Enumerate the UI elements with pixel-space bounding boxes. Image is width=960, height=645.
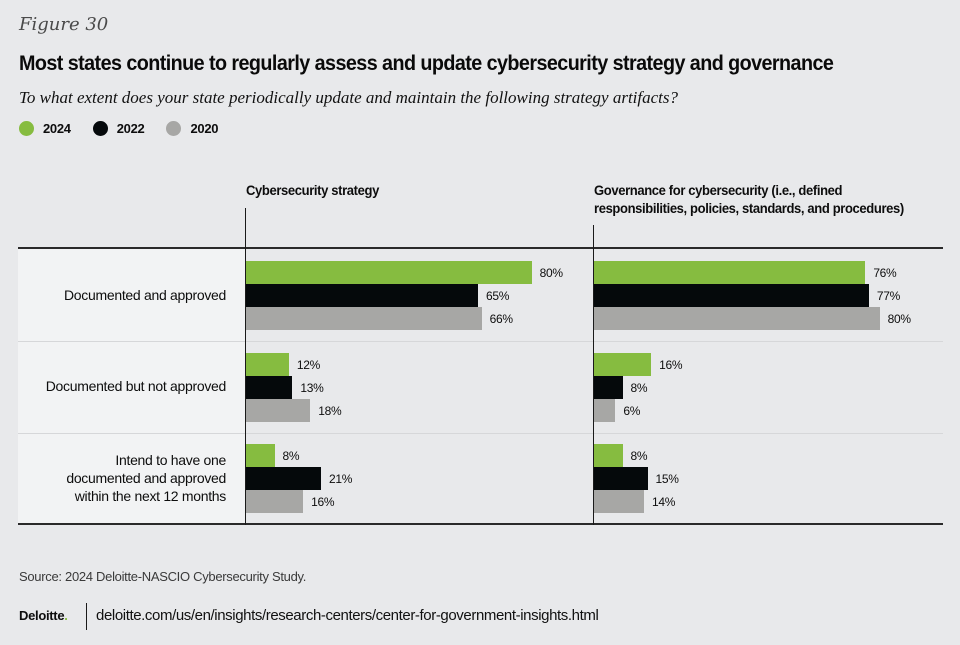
bar-2022 (246, 376, 293, 399)
legend-item-2022: 2022 (92, 121, 145, 136)
bar-2024 (594, 444, 623, 467)
value-label: 16% (311, 495, 335, 509)
table-top-rule (18, 247, 943, 249)
legend-item-2024: 2024 (19, 121, 71, 136)
category-label: Documented and approved (64, 286, 226, 304)
legend-label: 2022 (116, 121, 145, 136)
panel-title-line: Governance for cybersecurity (i.e., defi… (594, 182, 843, 198)
deloitte-logo: Deloitte. (19, 608, 68, 623)
legend-swatch-2020 (166, 121, 182, 136)
value-label: 16% (659, 358, 683, 372)
bar-2022 (594, 376, 623, 399)
value-label: 66% (489, 312, 513, 326)
bar-2020 (246, 490, 304, 513)
panel-title-line: Cybersecurity strategy (246, 182, 379, 198)
category-label-line: Documented and approved (64, 287, 226, 303)
value-label: 80% (887, 312, 911, 326)
category-label-column (18, 249, 245, 524)
value-label: 80% (539, 266, 563, 280)
legend-swatch-2022 (92, 121, 108, 136)
bar-2024 (594, 353, 652, 376)
footer-url-link[interactable]: deloitte.com/us/en/insights/research-cen… (96, 607, 599, 624)
value-label: 77% (876, 289, 900, 303)
table-bottom-rule (18, 523, 943, 525)
row-divider (18, 341, 943, 342)
value-label: 8% (630, 381, 648, 395)
category-label-line: documented and approved (66, 470, 226, 486)
bar-2024 (246, 353, 289, 376)
panel-title-strategy: Cybersecurity strategy (246, 181, 379, 199)
value-label: 15% (655, 472, 679, 486)
bar-2024 (246, 444, 275, 467)
value-label: 18% (318, 404, 342, 418)
figure-number: Figure 30 (19, 14, 109, 35)
chart-title: Most states continue to regularly assess… (19, 52, 834, 75)
legend: 2024 2022 2020 (19, 121, 240, 136)
value-label: 14% (651, 495, 676, 509)
legend-swatch-2024 (19, 121, 34, 136)
category-label-line: Intend to have one (115, 452, 226, 468)
bar-2020 (246, 399, 311, 422)
category-label-line: Documented but not approved (45, 378, 227, 394)
bar-2020 (594, 399, 616, 422)
bar-2020 (594, 307, 880, 330)
panel-title-governance: Governance for cybersecurity (i.e., defi… (594, 181, 904, 217)
logo-dot: . (64, 608, 68, 623)
bar-2022 (594, 467, 648, 490)
chart-subtitle: To what extent does your state periodica… (19, 88, 679, 107)
value-label: 65% (486, 289, 510, 303)
bar-2024 (594, 261, 866, 284)
value-label: 12% (296, 358, 320, 372)
category-label: Documented but not approved (45, 377, 227, 395)
value-label: 8% (630, 449, 648, 463)
bar-2022 (246, 467, 321, 490)
legend-label: 2024 (43, 121, 71, 136)
legend-item-2020: 2020 (166, 121, 219, 136)
bar-2024 (246, 261, 532, 284)
category-label: Intend to have one documented and approv… (66, 451, 226, 505)
bar-2022 (246, 284, 479, 307)
legend-label: 2020 (190, 121, 219, 136)
bar-2020 (594, 490, 644, 513)
footer-separator (86, 603, 87, 630)
value-label: 8% (282, 449, 300, 463)
axis-strategy (245, 208, 246, 525)
panel-title-line: responsibilities, policies, standards, a… (594, 200, 904, 216)
row-divider (18, 433, 943, 434)
category-label-line: within the next 12 months (74, 488, 227, 504)
bar-2020 (246, 307, 482, 330)
value-label: 21% (328, 472, 353, 486)
bar-2022 (594, 284, 869, 307)
value-label: 6% (623, 404, 641, 418)
logo-text: Deloitte (19, 608, 65, 623)
axis-governance (593, 225, 594, 525)
value-label: 13% (300, 381, 324, 395)
source-note: Source: 2024 Deloitte-NASCIO Cybersecuri… (19, 569, 307, 584)
value-label: 76% (873, 266, 897, 280)
